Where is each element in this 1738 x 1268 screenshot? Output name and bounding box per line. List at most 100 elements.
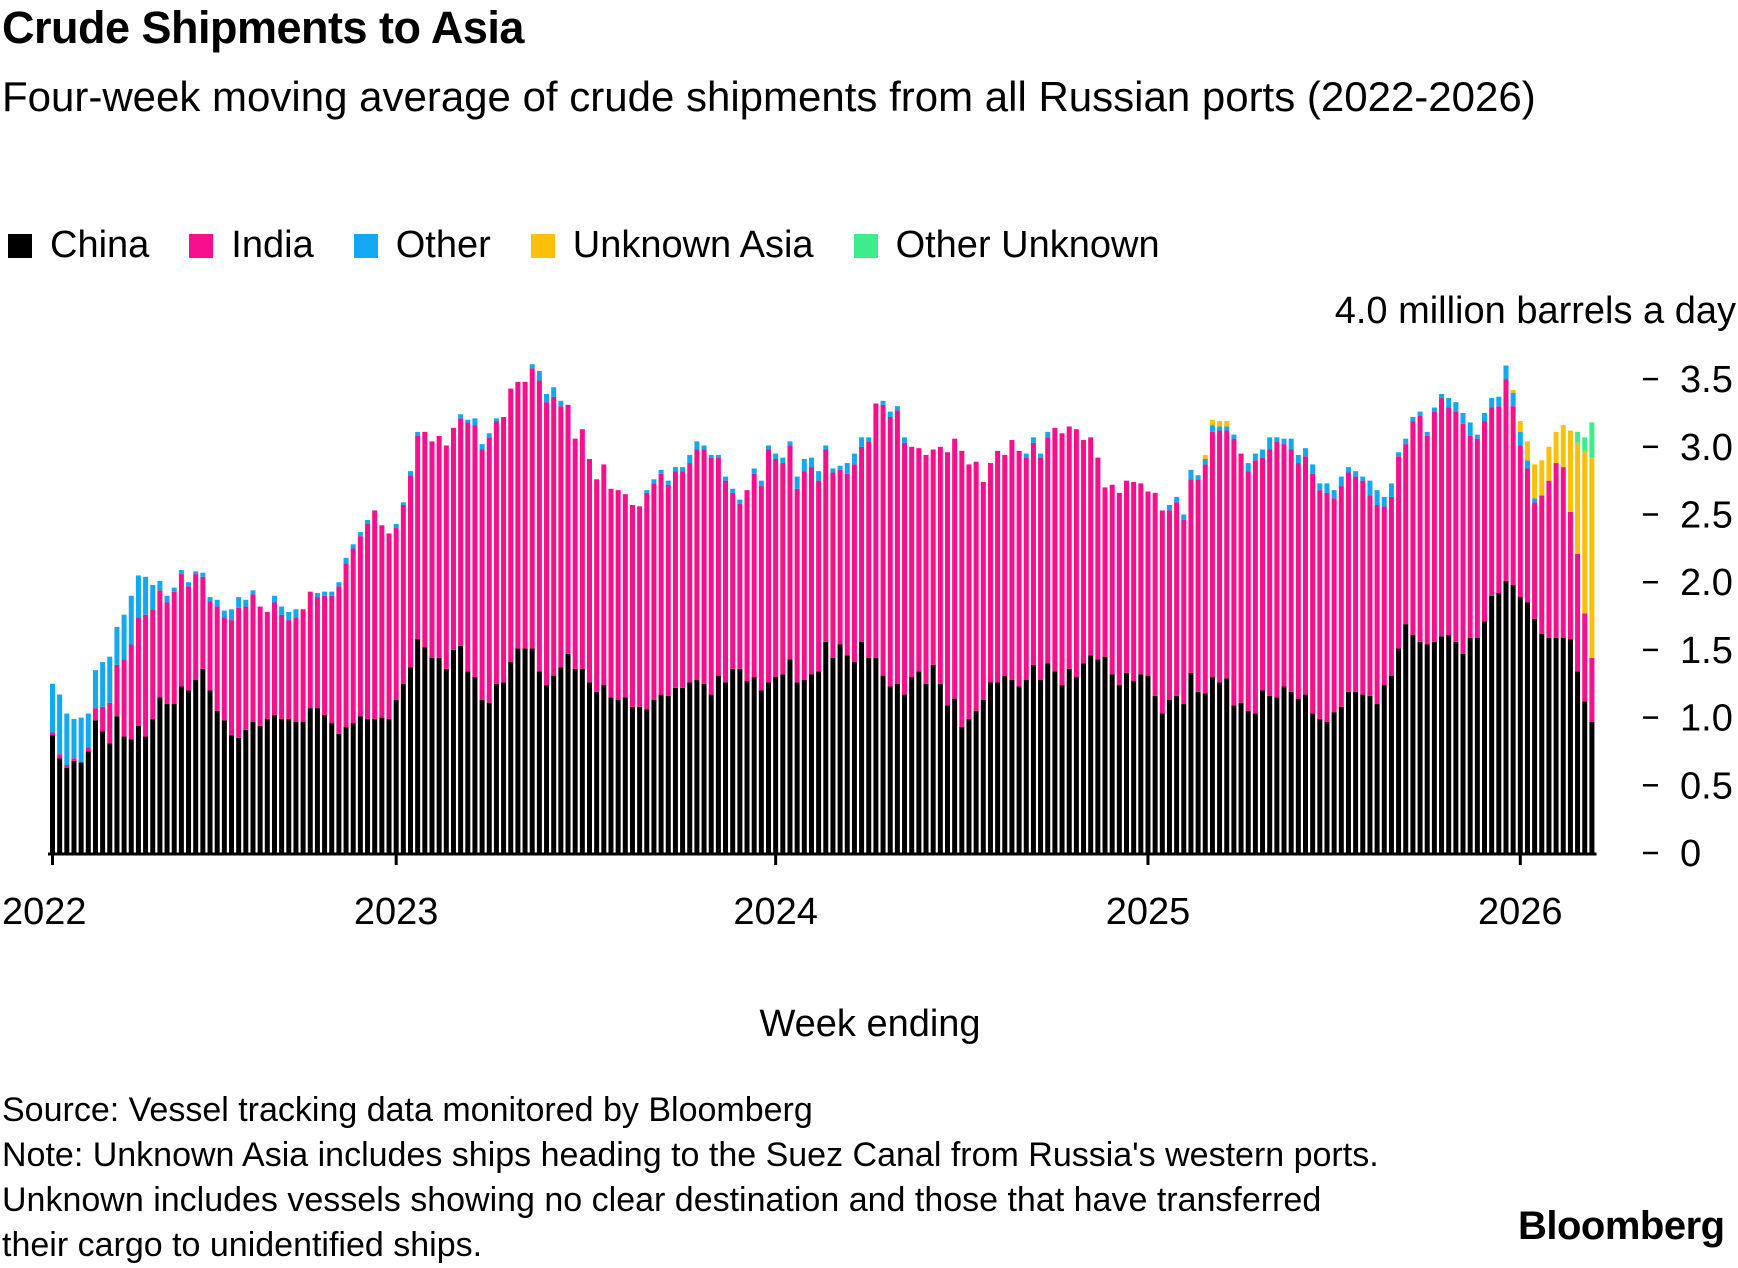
bar-segment-china	[715, 675, 721, 853]
bar-segment-india	[1303, 456, 1308, 695]
bar-segment-india	[1496, 406, 1502, 594]
bar-segment-other	[701, 445, 707, 450]
bar-segment-india	[1553, 463, 1559, 638]
bar-segment-china	[1582, 701, 1588, 853]
legend-label: Other Unknown	[895, 224, 1160, 266]
bar-segment-china	[1174, 695, 1180, 853]
bar-segment-china	[587, 682, 592, 853]
bar-segment-other	[859, 437, 865, 447]
bar-segment-india	[1245, 471, 1251, 711]
bar-segment-china	[343, 727, 349, 853]
bar-segment-other	[250, 590, 256, 595]
stacked-bar-chart: 2022 2023 2024 2025 2026 0 0.5 1.0 1.5 2.0 2.5 3.0 3…	[2, 359, 1733, 933]
bar-segment-india	[1295, 463, 1301, 699]
bar-segment-other	[365, 519, 371, 524]
bar-segment-china	[257, 725, 263, 853]
legend-swatch-india	[189, 233, 214, 258]
bar-segment-india	[1238, 453, 1244, 703]
bar-segment-other	[558, 400, 564, 407]
bar-segment-india	[200, 576, 206, 669]
footnote: Note: Unknown Asia includes ships headin…	[2, 1136, 1379, 1264]
bar-segment-china	[766, 682, 771, 853]
bar-segment-india	[1582, 613, 1588, 702]
bar-segment-india	[1166, 510, 1172, 700]
bar-segment-india	[178, 574, 184, 687]
bar-segment-india	[1417, 415, 1423, 642]
bar-segment-india	[1410, 421, 1416, 635]
bar-segment-china	[1009, 679, 1015, 853]
bar-segment-china	[1288, 691, 1294, 853]
bar-segment-china	[916, 671, 922, 853]
bar-segment-india	[436, 435, 442, 659]
bar-segment-china	[1202, 693, 1208, 853]
bar-segment-unknown-asia	[1589, 457, 1595, 659]
bar-segment-china	[601, 685, 607, 853]
bar-segment-other	[1360, 476, 1366, 481]
bar-segment-other	[1482, 412, 1487, 422]
bar-segment-other	[1474, 434, 1480, 439]
bar-segment-india	[486, 437, 492, 703]
bar-segment-india	[350, 548, 356, 724]
bar-segment-india	[937, 446, 943, 684]
bar-segment-india	[1482, 421, 1487, 622]
bar-segment-china	[100, 731, 106, 853]
bar-segment-china	[508, 662, 514, 853]
bar-segment-china	[307, 708, 313, 853]
bar-segment-other	[1209, 425, 1215, 432]
bar-segment-china	[415, 639, 421, 853]
bar-segment-other	[529, 364, 535, 369]
bar-segment-other	[1353, 471, 1359, 477]
bar-segment-india	[601, 464, 607, 686]
bar-segment-other	[1431, 407, 1437, 412]
bar-segment-china	[200, 668, 206, 853]
bar-segment-other-unknown	[1575, 431, 1581, 443]
bar-segment-china	[1367, 695, 1373, 853]
bar-segment-india	[150, 609, 156, 719]
bar-segment-china	[50, 735, 55, 853]
bar-segment-other	[737, 499, 743, 504]
bar-segment-india	[1267, 449, 1273, 696]
bar-segment-china	[801, 679, 807, 853]
bar-segment-other	[1288, 438, 1294, 450]
bar-segment-china	[372, 718, 378, 853]
bar-segment-other	[1295, 454, 1301, 464]
bar-segment-india	[1281, 444, 1287, 687]
bar-segment-china	[1553, 637, 1559, 853]
bar-segment-india	[780, 463, 786, 675]
bar-segment-india	[551, 396, 557, 676]
bar-segment-china	[1482, 621, 1487, 853]
bar-segment-china	[1052, 671, 1058, 853]
bar-segment-unknown-asia	[1567, 430, 1573, 512]
bar-segment-india	[1138, 483, 1144, 675]
bloomberg-logo: Bloomberg	[1518, 1204, 1725, 1248]
bar-segment-other	[1417, 411, 1423, 416]
bar-segment-india	[894, 410, 900, 684]
bar-segment-china	[887, 686, 893, 853]
bar-segment-unknown-asia	[1553, 431, 1559, 464]
bar-segment-china	[1381, 685, 1387, 853]
bar-segment-other	[50, 683, 55, 733]
bar-segment-india	[887, 417, 893, 687]
bar-segment-india	[465, 422, 471, 672]
bar-segment-other	[751, 468, 757, 474]
bar-segment-other	[415, 431, 421, 436]
bar-segment-india	[565, 404, 571, 654]
bar-segment-other	[894, 406, 900, 411]
bar-segment-india	[1345, 472, 1351, 692]
bar-segment-other-unknown	[1589, 422, 1595, 458]
bar-segment-india	[801, 471, 807, 680]
bar-segment-india	[422, 431, 428, 648]
bar-segment-china	[121, 736, 127, 853]
bar-segment-india	[973, 461, 979, 711]
bar-segment-other	[1367, 480, 1373, 496]
bar-segment-india	[1467, 435, 1473, 638]
bar-segment-china	[773, 676, 779, 853]
bar-segment-india	[1431, 411, 1437, 642]
bar-segment-china	[221, 720, 227, 853]
bar-segment-india	[622, 494, 628, 698]
x-tick-label: 2022	[2, 891, 87, 933]
bar-segment-other	[114, 626, 120, 665]
bar-segment-india	[1116, 492, 1122, 686]
bar-segment-india	[873, 403, 879, 659]
bar-segment-other	[329, 591, 335, 596]
